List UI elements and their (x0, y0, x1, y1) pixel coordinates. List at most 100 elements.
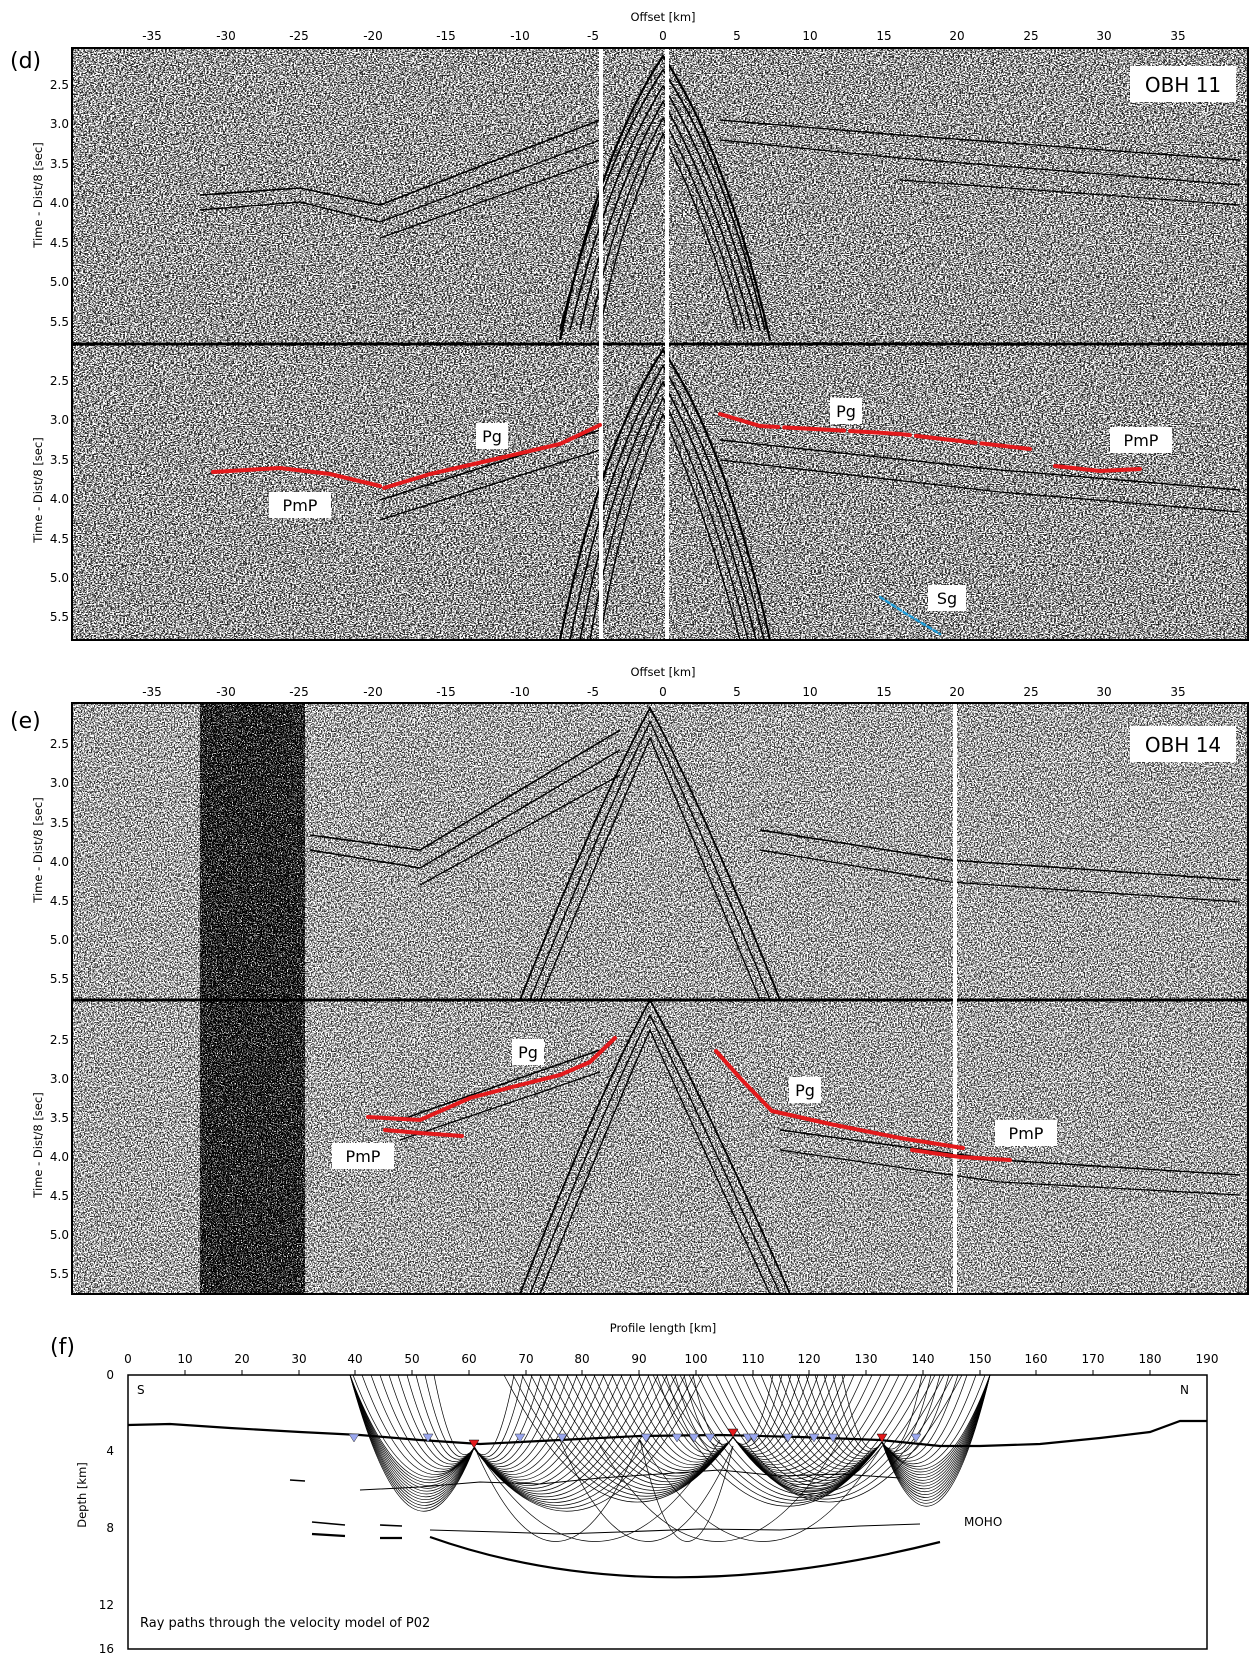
panel-e-x-tick: 15 (876, 685, 891, 699)
panel-f-y-ticks: 0 4 8 12 16 (99, 1368, 114, 1655)
panel-f-x-tick: 10 (177, 1352, 192, 1366)
station-triangle-icon (468, 1439, 480, 1449)
ray-path (473, 1374, 641, 1492)
panel-e-y-tick: 5.5 (50, 1267, 69, 1281)
panel-d-y-tick: 5.5 (50, 610, 69, 624)
panel-e-pick-pmp-left (383, 1128, 464, 1138)
ray-path (473, 1374, 650, 1495)
receiver-triangle-icon (640, 1433, 652, 1443)
panel-e-phase-labels: Pg Pg PmP PmP (332, 1039, 1057, 1169)
ray-path (349, 1374, 475, 1481)
panel-d-x-tick: 30 (1096, 29, 1111, 43)
panel-f-x-tick: 110 (742, 1352, 765, 1366)
panel-f-y-axis-title: Depth [km] (75, 1462, 89, 1528)
ray-path (881, 1374, 991, 1481)
panel-d-x-tick: -15 (436, 29, 456, 43)
panel-f-x-axis-title: Profile length [km] (610, 1321, 717, 1335)
receiver-triangle-icon (704, 1433, 716, 1443)
receiver-triangle-icon (910, 1433, 922, 1443)
panel-d-x-tick: -20 (363, 29, 383, 43)
panel-e-y-tick: 5.0 (50, 1228, 69, 1242)
ray-path (473, 1374, 677, 1503)
receiver-triangle-icon (671, 1433, 683, 1443)
panel-e-y-tick: 2.5 (50, 1033, 69, 1047)
panel-d-x-tick: 25 (1023, 29, 1038, 43)
ray-path (881, 1374, 991, 1478)
ray-path (415, 1374, 475, 1460)
panel-d-pick-pg-left (382, 423, 602, 490)
ray-path (732, 1374, 810, 1455)
panel-f-frame (127, 1374, 1208, 1650)
panel-f-x-tick: 70 (518, 1352, 533, 1366)
panel-d-x-tick: 10 (802, 29, 817, 43)
panel-e-x-tick: -30 (216, 685, 236, 699)
ray-path (512, 1374, 734, 1500)
panel-d-x-tick: 35 (1170, 29, 1185, 43)
panel-e-y-tick: 3.5 (50, 816, 69, 830)
ray-path (406, 1374, 475, 1462)
ray-path-reflected (559, 1439, 734, 1542)
panel-e-x-tick: 25 (1023, 685, 1038, 699)
panel-e-x-tick: -5 (587, 685, 599, 699)
panel-e-pick-pg-left (366, 1036, 617, 1123)
ray-path (349, 1374, 475, 1506)
panel-e-y-tick: 4.0 (50, 1150, 69, 1164)
panel-d-y-tick: 3.5 (50, 453, 69, 467)
phase-label-pmp: PmP (1124, 431, 1159, 450)
ray-path (473, 1374, 668, 1500)
phase-label-pmp: PmP (1009, 1124, 1044, 1143)
panel-f-caption: Ray paths through the velocity model of … (140, 1616, 430, 1631)
panel-e-x-tick: 20 (949, 685, 964, 699)
ray-path (473, 1374, 551, 1465)
moho-label: MOHO (964, 1515, 1002, 1529)
ray-path (349, 1374, 475, 1489)
panel-d-y-tick: 3.0 (50, 117, 69, 131)
receiver-markers (348, 1428, 922, 1449)
panel-d-x-tick: 0 (659, 29, 667, 43)
panel-e-seismogram (72, 703, 1248, 1294)
panel-e-x-axis-title: Offset [km] (630, 665, 695, 679)
ray-path (679, 1374, 883, 1498)
panel-d-station-label: OBH 11 (1130, 66, 1236, 102)
phase-label-pg: Pg (836, 402, 856, 421)
panel-d-pick-pmp-left (211, 465, 382, 488)
phase-label-pg: Pg (482, 427, 502, 446)
north-label: N (1180, 1383, 1189, 1397)
panel-d-x-tick: -30 (216, 29, 236, 43)
panel-f-y-tick: 8 (106, 1521, 114, 1535)
panel-d-y-tick: 4.0 (50, 492, 69, 506)
phase-label-pmp: PmP (346, 1147, 381, 1166)
receiver-triangle-icon (348, 1433, 360, 1443)
panel-e-x-tick: -35 (142, 685, 162, 699)
panel-e-y-tick: 5.0 (50, 933, 69, 947)
moho-dashes (289, 1479, 403, 1540)
panel-e-x-tick: 10 (802, 685, 817, 699)
ray-path (881, 1374, 950, 1457)
receiver-triangle-icon (782, 1433, 794, 1443)
panel-f-x-tick: 170 (1082, 1352, 1105, 1366)
station-triangle-icon (876, 1433, 888, 1443)
panel-f-x-tick: 30 (291, 1352, 306, 1366)
ray-path (732, 1374, 945, 1497)
ray-path (473, 1374, 686, 1506)
panel-d-x-tick: -5 (587, 29, 599, 43)
panel-e-x-tick: 0 (659, 685, 667, 699)
receiver-triangle-icon (556, 1433, 568, 1443)
ray-path (388, 1374, 475, 1467)
panel-d-y-ticks: 2.5 3.0 3.5 4.0 4.5 5.0 5.5 2.5 3.0 3.5 … (50, 78, 69, 624)
panel-e-y-tick: 2.5 (50, 737, 69, 751)
panel-d-y-tick: 4.0 (50, 196, 69, 210)
panel-e-y-tick: 3.0 (50, 1072, 69, 1086)
ray-path (349, 1374, 475, 1495)
panel-d-x-tick: -10 (510, 29, 530, 43)
panel-e-x-tick: -15 (436, 685, 456, 699)
receiver-triangle-icon (514, 1433, 526, 1443)
panel-f-x-tick: 150 (969, 1352, 992, 1366)
ray-path (473, 1374, 695, 1509)
receiver-triangle-icon (422, 1433, 434, 1443)
panel-e-y-axis-title-bottom: Time - Dist/8 [sec] (31, 1092, 45, 1198)
phase-label-pmp: PmP (283, 496, 318, 515)
ray-path-reflected (639, 1439, 883, 1542)
ray-path (697, 1374, 883, 1493)
panel-e-station-text: OBH 14 (1145, 733, 1221, 757)
